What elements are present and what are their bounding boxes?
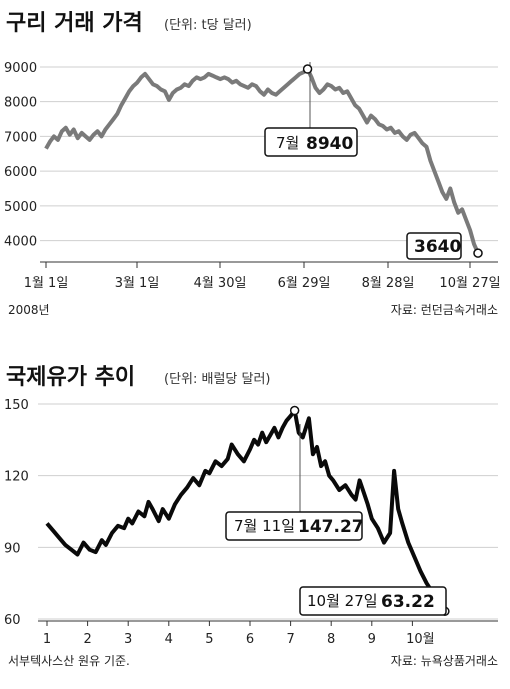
oil-y-tick-label: 90 bbox=[4, 541, 21, 556]
copper-y-tick-label: 7000 bbox=[4, 130, 37, 145]
copper-peak-callout-value: 8940 bbox=[306, 134, 353, 154]
oil-y-ticks: 60 90 120 150 bbox=[4, 398, 29, 628]
copper-peak-callout bbox=[264, 127, 358, 157]
oil-footnote: 서부텍사스산 원유 기준. bbox=[8, 654, 130, 668]
copper-x-ticks: 1월 1일 3월 1일 4월 30일 6월 29일 8월 28일 10월 27일 bbox=[24, 262, 501, 291]
copper-y-tick-label: 5000 bbox=[4, 200, 37, 215]
copper-chart-unit: (단위: t당 달러) bbox=[164, 18, 252, 33]
copper-y-tick-label: 6000 bbox=[4, 165, 37, 180]
oil-x-tick-label: 9 bbox=[368, 632, 376, 647]
oil-x-tick-label: 3 bbox=[124, 632, 132, 647]
oil-last-callout-label: 10월 27일 bbox=[307, 592, 378, 610]
oil-chart-title: 국제유가 추이 bbox=[6, 365, 135, 390]
copper-last-callout bbox=[406, 232, 462, 260]
copper-x-tick-label: 10월 27일 bbox=[439, 276, 500, 291]
oil-peak-callout bbox=[225, 511, 363, 541]
oil-x-ticks: 1 2 3 4 5 6 7 8 9 10월 bbox=[43, 621, 435, 647]
copper-chart: 구리 거래 가격 (단위: t당 달러) 4000 5000 6000 7000 800… bbox=[4, 11, 501, 317]
copper-last-callout-value: 3640 bbox=[414, 237, 461, 257]
oil-gridlines bbox=[38, 403, 498, 620]
oil-y-tick-label: 120 bbox=[4, 470, 29, 485]
oil-chart: 국제유가 추이 (단위: 배럴당 달러) 60 90 120 150 1 2 3 4 5 6 7 8… bbox=[4, 365, 498, 668]
oil-price-line bbox=[45, 408, 447, 613]
copper-x-tick-label: 3월 1일 bbox=[115, 276, 160, 291]
oil-x-tick-label: 8 bbox=[327, 632, 335, 647]
copper-x-tick-label: 8월 28일 bbox=[362, 276, 415, 291]
copper-y-tick-label: 9000 bbox=[4, 61, 37, 76]
copper-x-tick-label: 1월 1일 bbox=[24, 276, 69, 291]
oil-x-tick-label: 6 bbox=[246, 632, 254, 647]
oil-last-callout bbox=[299, 586, 447, 616]
oil-source: 자료: 뉴욕상품거래소 bbox=[391, 654, 498, 668]
copper-x-tick-label: 6월 29일 bbox=[278, 276, 331, 291]
oil-peak-marker bbox=[289, 405, 300, 416]
oil-y-tick-label: 60 bbox=[4, 613, 21, 628]
oil-peak-callout-value: 147.27 bbox=[298, 517, 364, 537]
oil-y-tick-label: 150 bbox=[4, 398, 29, 413]
oil-x-tick-label: 5 bbox=[205, 632, 213, 647]
copper-x-tick-label: 4월 30일 bbox=[194, 276, 247, 291]
oil-x-tick-label: 7 bbox=[286, 632, 294, 647]
copper-chart-title: 구리 거래 가격 bbox=[6, 11, 143, 36]
oil-last-callout-value: 63.22 bbox=[381, 592, 435, 612]
copper-y-tick-label: 4000 bbox=[4, 235, 37, 250]
oil-x-tick-label: 10월 bbox=[406, 632, 435, 647]
copper-price-line bbox=[44, 67, 480, 254]
oil-x-tick-label: 4 bbox=[165, 632, 173, 647]
oil-x-tick-label: 1 bbox=[43, 632, 51, 647]
oil-peak-callout-label: 7월 11일 bbox=[234, 517, 295, 535]
copper-y-ticks: 4000 5000 6000 7000 8000 9000 bbox=[4, 61, 37, 250]
copper-peak-marker bbox=[302, 64, 313, 74]
copper-year-label: 2008년 bbox=[8, 303, 50, 317]
copper-source: 자료: 런던금속거래소 bbox=[391, 303, 498, 317]
oil-chart-unit: (단위: 배럴당 달러) bbox=[164, 372, 271, 387]
copper-peak-callout-label: 7월 bbox=[276, 134, 299, 152]
copper-last-marker bbox=[473, 248, 483, 258]
copper-y-tick-label: 8000 bbox=[4, 96, 37, 111]
oil-x-tick-label: 2 bbox=[83, 632, 91, 647]
